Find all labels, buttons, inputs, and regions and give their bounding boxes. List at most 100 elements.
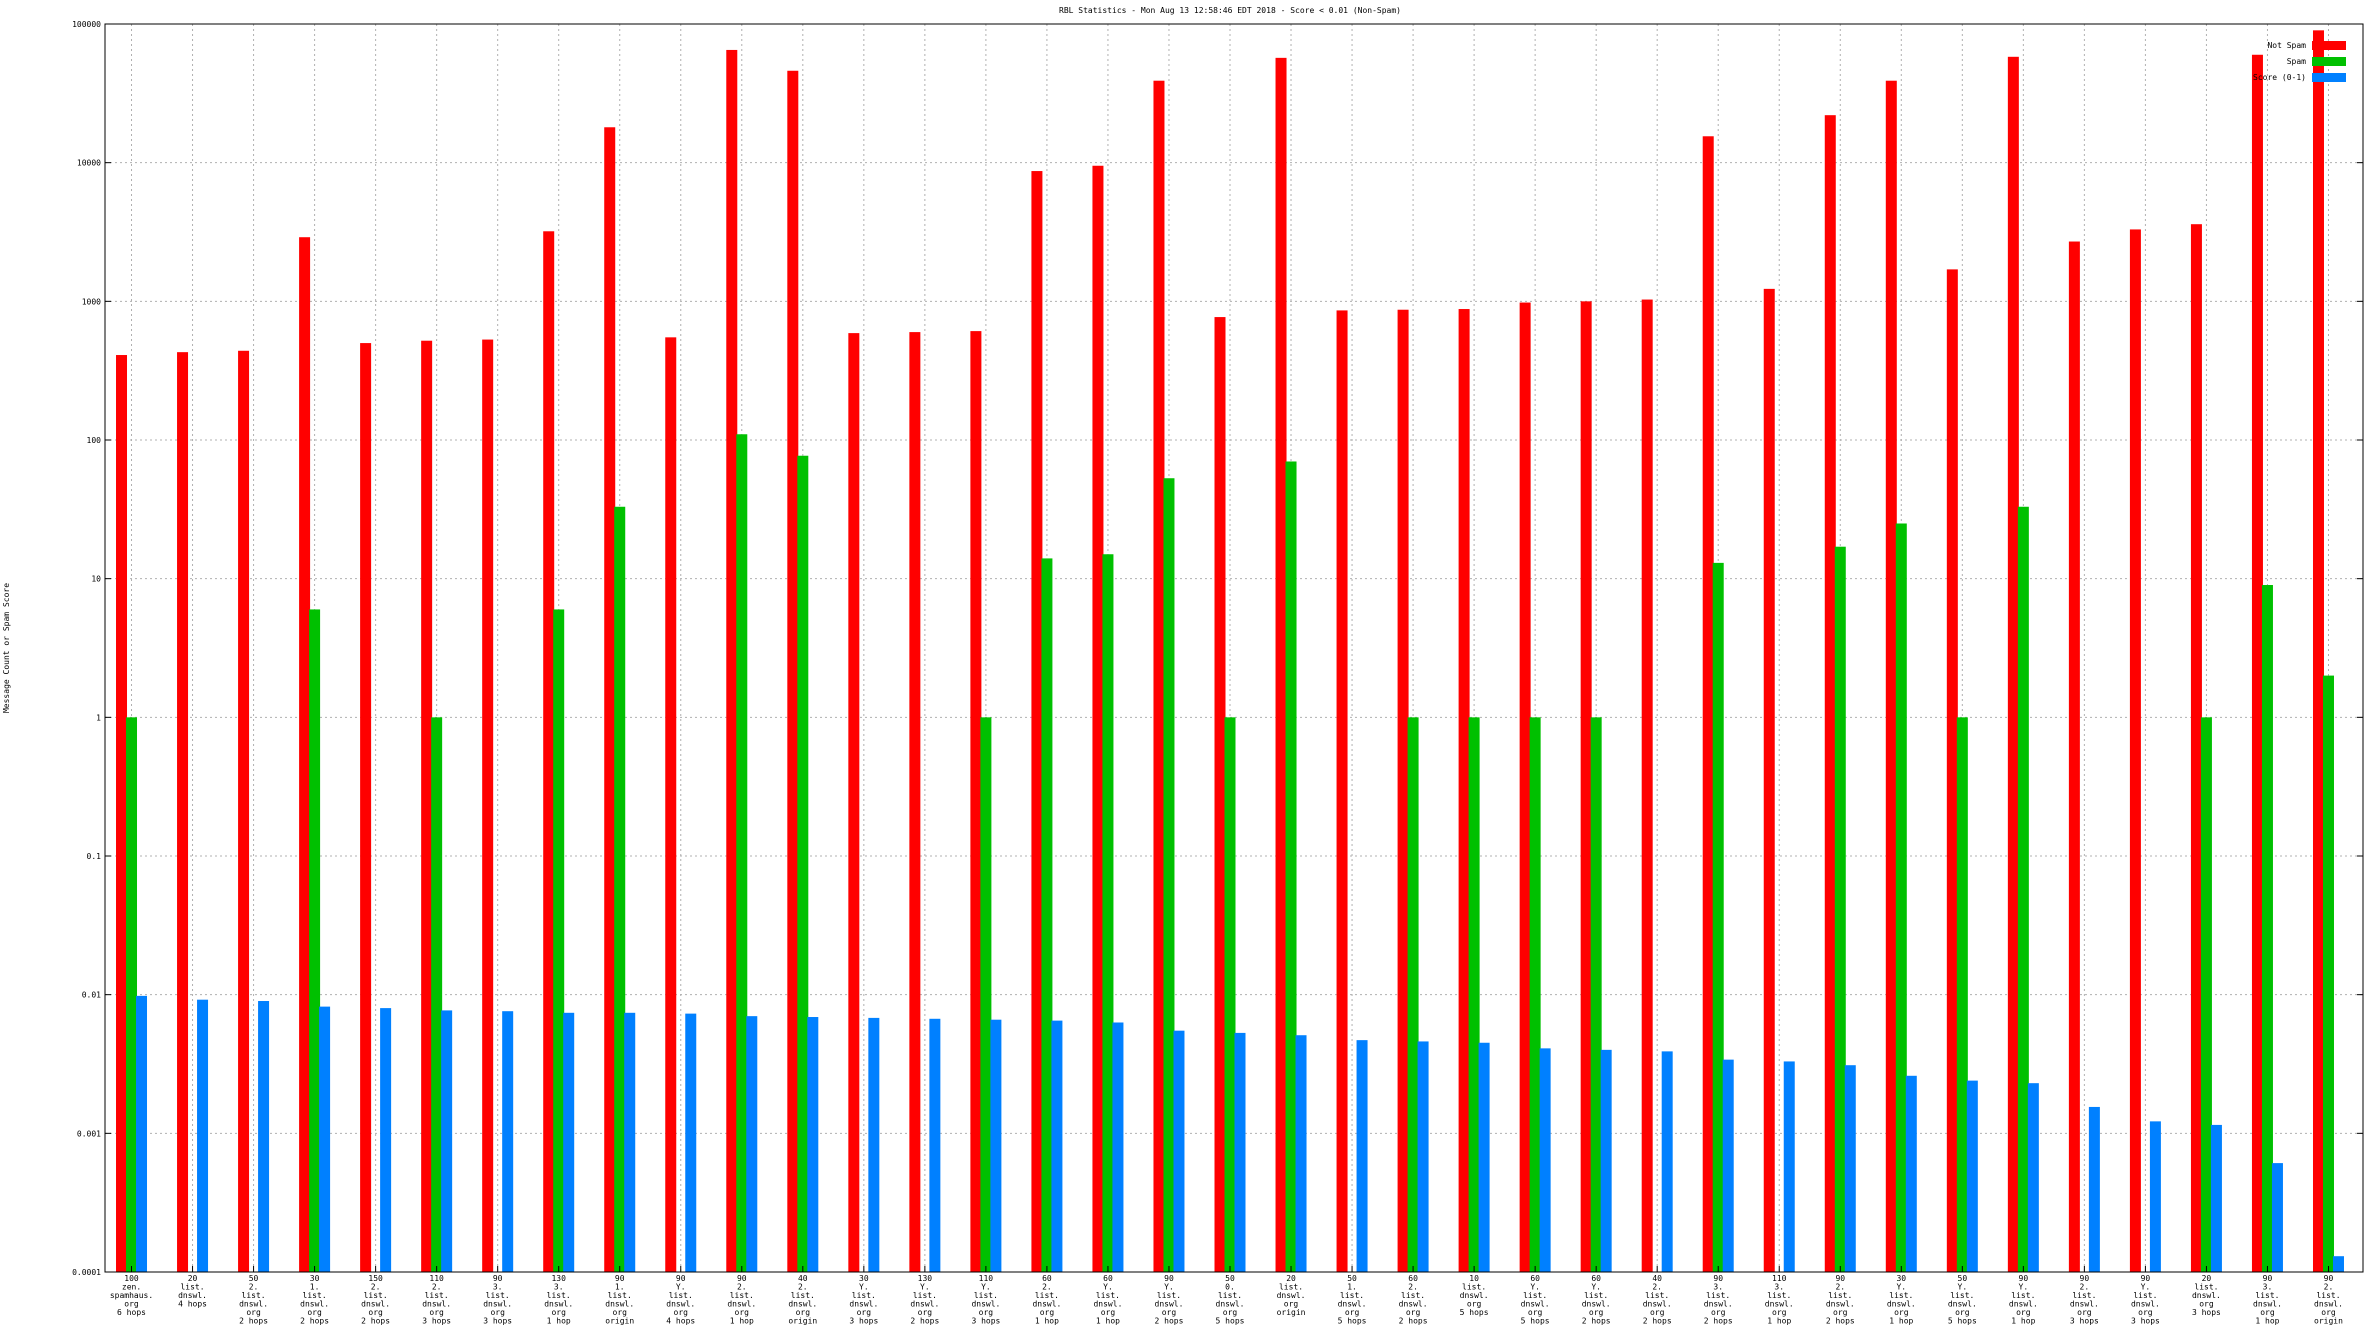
- y-axis-ticks: 0.0001 0.001 0.01 0.1 1 10 100 1000 10000 100000: [72, 20, 2363, 1277]
- x-tick-label-line: 2 hops: [1826, 1317, 1855, 1326]
- x-tick-label-line: 2.: [432, 1283, 442, 1292]
- bar-not-spam: [238, 350, 250, 1273]
- x-tick-label-line: list.: [1157, 1291, 1181, 1300]
- x-tick-label-line: 3 hops: [971, 1317, 1000, 1326]
- bar-score-0-1-: [624, 1012, 636, 1272]
- bar-score-0-1-: [1295, 1035, 1307, 1272]
- x-tick-label-line: 3 hops: [2070, 1317, 2099, 1326]
- bar-score-0-1-: [1844, 1065, 1856, 1272]
- x-tick-label-line: 3 hops: [2131, 1317, 2160, 1326]
- x-tick-label-line: 30: [310, 1274, 320, 1283]
- x-tick-label-line: org: [1589, 1308, 1604, 1317]
- x-tick-label-line: list.: [1462, 1283, 1486, 1292]
- bar-score-0-1-: [441, 1010, 453, 1272]
- x-tick-label-line: org: [1894, 1308, 1909, 1317]
- x-tick-label: 90 3. list. dnswl. org 2 hops: [1704, 1274, 1733, 1326]
- x-tick-label-line: 40: [1652, 1274, 1662, 1283]
- x-tick-label-line: origin: [1277, 1308, 1306, 1317]
- bar-spam: [2322, 675, 2334, 1272]
- bar-spam: [1285, 461, 1297, 1272]
- bar-score-0-1-: [1234, 1032, 1246, 1272]
- x-tick-label-line: 2.: [737, 1283, 747, 1292]
- x-tick-label-line: 90: [2324, 1274, 2334, 1283]
- bar-spam: [309, 609, 321, 1272]
- x-tick-label-line: 2 hops: [1643, 1317, 1672, 1326]
- bar-not-spam: [1153, 80, 1165, 1273]
- x-tick-label: 20 list. dnswl. 4 hops: [178, 1274, 207, 1309]
- x-tick-label-line: org: [1284, 1300, 1299, 1309]
- x-tick-label-line: 90: [615, 1274, 625, 1283]
- bar-spam: [797, 455, 809, 1272]
- x-tick-label-line: dnswl.: [1582, 1300, 1611, 1309]
- bar-not-spam: [970, 331, 982, 1272]
- x-tick-label-line: list.: [1950, 1291, 1974, 1300]
- x-tick-label-line: dnswl.: [239, 1300, 268, 1309]
- bar-spam: [1102, 554, 1114, 1272]
- bar-spam: [2017, 506, 2029, 1272]
- x-tick-label-line: org: [307, 1308, 322, 1317]
- x-tick-label-line: dnswl.: [2314, 1300, 2343, 1309]
- x-tick-label-line: org: [2260, 1308, 2275, 1317]
- x-tick-label: 110 Y. list. dnswl. org 3 hops: [971, 1274, 1000, 1326]
- bar-not-spam: [299, 237, 311, 1273]
- x-tick-label-line: 2 hops: [1399, 1317, 1428, 1326]
- x-tick-label-line: 1 hop: [547, 1317, 571, 1326]
- bar-not-spam: [1031, 171, 1043, 1272]
- bar-not-spam: [2190, 224, 2202, 1272]
- x-tick-label-line: 2 hops: [910, 1317, 939, 1326]
- bar-not-spam: [1336, 310, 1348, 1272]
- bar-not-spam: [2129, 229, 2141, 1272]
- x-tick-label: 10 list. dnswl. org 5 hops: [1460, 1274, 1489, 1317]
- bar-not-spam: [665, 337, 677, 1272]
- x-tick-label-line: Y.: [1958, 1283, 1968, 1292]
- x-tick-label: 90 Y. list. dnswl. org 3 hops: [2131, 1274, 2160, 1326]
- x-tick-label: 90 2. list. dnswl. org 2 hops: [1826, 1274, 1855, 1326]
- x-tick-label-line: org: [1162, 1308, 1177, 1317]
- x-tick-label-line: org: [1101, 1308, 1116, 1317]
- y-tick-label: 0.1: [87, 852, 102, 861]
- bar-not-spam: [1275, 57, 1287, 1272]
- x-tick-label-line: 5 hops: [1338, 1317, 1367, 1326]
- x-tick-label-line: dnswl.: [1460, 1291, 1489, 1300]
- x-tick-label-line: 5 hops: [1948, 1317, 1977, 1326]
- x-tick-label-line: list.: [730, 1291, 754, 1300]
- x-tick-label-line: 1 hop: [2255, 1317, 2279, 1326]
- x-tick-label-line: 2 hops: [1704, 1317, 1733, 1326]
- x-tick-label-line: origin: [2314, 1317, 2343, 1326]
- x-tick-label-line: 90: [676, 1274, 686, 1283]
- x-tick-label-line: Y.: [1591, 1283, 1601, 1292]
- bar-not-spam: [1702, 136, 1714, 1272]
- x-tick-label-line: org: [1528, 1308, 1543, 1317]
- x-tick-label-line: dnswl.: [1704, 1300, 1733, 1309]
- x-tick-label-line: 2 hops: [300, 1317, 329, 1326]
- x-tick-label-line: dnswl.: [2070, 1300, 2099, 1309]
- x-tick-label-line: 90: [1713, 1274, 1723, 1283]
- x-tick-label-line: 1 hop: [1889, 1317, 1913, 1326]
- x-tick-label-line: org: [979, 1308, 994, 1317]
- x-tick-label-line: dnswl.: [1887, 1300, 1916, 1309]
- x-tick-label: 40 2. list. dnswl. org origin: [788, 1274, 817, 1326]
- y-tick-label: 100: [87, 436, 102, 445]
- x-tick-label-line: origin: [788, 1317, 817, 1326]
- x-tick-label-line: 3 hops: [483, 1317, 512, 1326]
- bar-not-spam: [2007, 56, 2019, 1272]
- x-tick-label-line: dnswl.: [544, 1300, 573, 1309]
- bar-score-0-1-: [807, 1017, 819, 1272]
- x-tick-label-line: 2.: [2324, 1283, 2334, 1292]
- x-tick-label: 20 list. dnswl. org 3 hops: [2192, 1274, 2221, 1317]
- x-tick-label-line: org: [124, 1300, 139, 1309]
- x-tick-label: 60 Y. list. dnswl. org 2 hops: [1582, 1274, 1611, 1326]
- x-tick-label: 90 3. list. dnswl. org 3 hops: [483, 1274, 512, 1326]
- x-tick-label-line: list.: [2316, 1291, 2340, 1300]
- legend-swatch: [2312, 73, 2346, 82]
- x-tick-label-line: 90: [493, 1274, 503, 1283]
- x-tick-label-line: 5 hops: [1216, 1317, 1245, 1326]
- x-tick-label-line: 60: [1042, 1274, 1052, 1283]
- x-tick-label-line: Y.: [920, 1283, 930, 1292]
- x-tick-label-line: org: [2321, 1308, 2336, 1317]
- x-tick-label-line: dnswl.: [910, 1300, 939, 1309]
- bar-not-spam: [1946, 269, 1958, 1272]
- y-tick-label: 0.001: [77, 1129, 101, 1138]
- x-tick-label-line: dnswl.: [300, 1300, 329, 1309]
- x-tick-label-line: list.: [1523, 1291, 1547, 1300]
